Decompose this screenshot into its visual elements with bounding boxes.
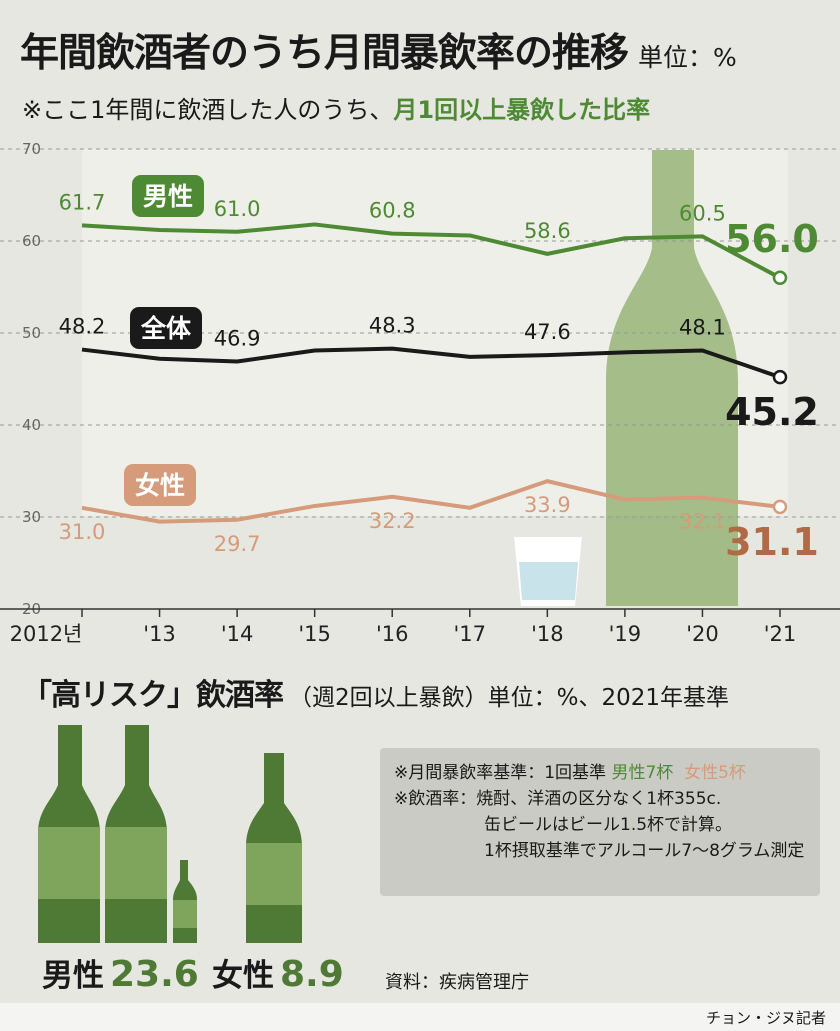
subtitle-prefix: ※ここ1年間に飲酒した人のうち、 xyxy=(22,96,394,124)
data-label: 58.6 xyxy=(524,219,571,243)
x-axis: 2012년 '13 '14 '15 '16 '17 '18 '19 '20 '21 xyxy=(0,608,840,646)
series-name: 男性 xyxy=(143,182,193,211)
notes-box: ※月間暴飲率基準：1回基準 男性7杯 女性5杯 ※飲酒率：焼酎、洋酒の区分なく1… xyxy=(380,748,820,896)
series-line xyxy=(81,479,781,524)
data-label: 33.9 xyxy=(524,493,571,517)
credit: チョン・ジヌ記者 xyxy=(705,1009,826,1027)
data-labels: 61.7 61.0 60.8 58.6 60.556.0 48.2 46.9 48.3 47.6… xyxy=(59,190,819,564)
subtitle: ※ここ1年間に飲酒した人のうち、月1回以上暴飲した比率 xyxy=(22,90,650,125)
series-line xyxy=(81,222,781,280)
high-risk-title: 「高リスク」飲酒率 xyxy=(22,678,284,713)
x-tick-label: '17 xyxy=(454,622,487,646)
x-tick-label: 2012년 xyxy=(10,622,83,646)
female-label: 女性 xyxy=(212,958,274,994)
y-tick-label: 70 xyxy=(22,140,41,158)
high-risk-bottles xyxy=(38,725,302,943)
y-tick-label: 40 xyxy=(22,416,41,434)
data-label: 29.7 xyxy=(214,532,261,556)
series-badge xyxy=(124,464,196,506)
title-row: 年間飲酒者のうち月間暴飲率の推移 単位：% xyxy=(20,22,830,78)
series-line xyxy=(81,346,781,380)
x-tick-label: '20 xyxy=(686,622,719,646)
glass-illustration xyxy=(514,537,582,606)
data-label: 32.1 xyxy=(679,510,726,534)
end-marker xyxy=(772,499,788,515)
credit-bar: チョン・ジヌ記者 xyxy=(0,1003,840,1031)
high-risk-header: 「高リスク」飲酒率 （週2回以上暴飲）単位：%、2021年基準 xyxy=(22,670,729,714)
note-male: 男性7杯 xyxy=(611,763,674,783)
note-line-3: 缶ビールはビール1.5杯で計算。 xyxy=(484,815,733,835)
series-badge xyxy=(130,307,202,349)
data-label: 60.8 xyxy=(369,199,416,223)
note-line-1: ※月間暴飲率基準：1回基準 男性7杯 女性5杯 xyxy=(394,760,806,786)
note-female: 女性5杯 xyxy=(684,763,746,783)
data-label: 60.5 xyxy=(679,201,726,225)
y-tick-label: 50 xyxy=(22,324,41,342)
data-label: 45.2 xyxy=(725,390,819,434)
male-high-risk: 男性 23.6 xyxy=(42,950,199,995)
data-label: 46.9 xyxy=(214,327,261,351)
data-label: 61.7 xyxy=(59,190,106,214)
chart-title: 年間飲酒者のうち月間暴飲率の推移 xyxy=(20,31,629,76)
note-line-2: ※飲酒率：焼酎、洋酒の区分なく1杯355c. xyxy=(394,789,722,809)
series-name: 全体 xyxy=(140,314,192,343)
x-tick-label: '15 xyxy=(298,622,331,646)
data-label: 48.3 xyxy=(369,314,416,338)
data-label: 31.0 xyxy=(59,520,106,544)
data-label: 56.0 xyxy=(725,217,819,261)
data-label: 48.1 xyxy=(679,315,726,339)
subtitle-highlight: 月1回以上暴飲した比率 xyxy=(393,96,651,124)
x-tick-label: '16 xyxy=(376,622,409,646)
y-tick-label: 60 xyxy=(22,232,41,250)
unit-label: 単位：% xyxy=(638,43,737,72)
data-label: 61.0 xyxy=(214,197,261,221)
note-line-4: 1杯摂取基準でアルコール7～8グラム測定 xyxy=(484,841,805,861)
end-marker xyxy=(772,270,788,286)
data-label: 47.6 xyxy=(524,320,571,344)
source: 資料：疾病管理庁 xyxy=(385,972,529,993)
series-name: 女性 xyxy=(135,471,185,500)
male-label: 男性 xyxy=(42,958,104,994)
data-label: 48.2 xyxy=(59,315,106,339)
data-label: 31.1 xyxy=(725,520,819,564)
y-tick-label: 30 xyxy=(22,508,41,526)
series-badge xyxy=(132,175,204,217)
note-criteria: ※月間暴飲率基準：1回基準 xyxy=(394,763,607,783)
x-tick-label: '19 xyxy=(609,622,642,646)
x-tick-label: '13 xyxy=(143,622,176,646)
female-high-risk: 女性 8.9 xyxy=(212,950,344,995)
bottle-illustration xyxy=(606,150,738,606)
series-lines xyxy=(81,222,788,524)
high-risk-note: （週2回以上暴飲）単位：%、2021年基準 xyxy=(289,685,730,711)
x-tick-label: '21 xyxy=(764,622,797,646)
end-marker xyxy=(772,369,788,385)
female-value: 8.9 xyxy=(280,954,344,995)
x-tick-label: '14 xyxy=(221,622,254,646)
data-label: 32.2 xyxy=(369,509,416,533)
x-tick-label: '18 xyxy=(531,622,564,646)
male-value: 23.6 xyxy=(110,954,199,995)
